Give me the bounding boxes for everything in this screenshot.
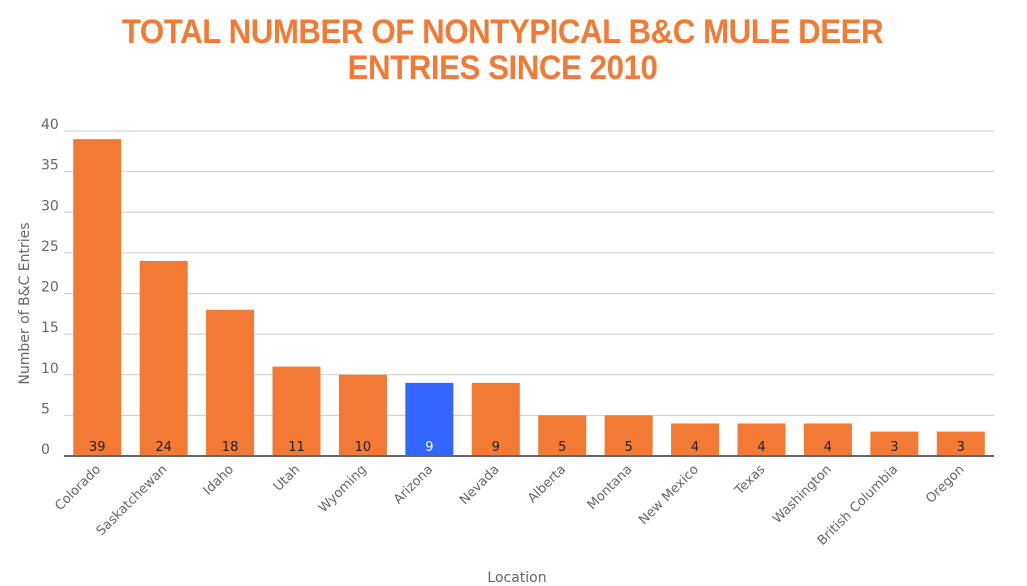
data-labels: 39 24 18 11 10 9 9 5 5 4 4 4 3 3 [89, 440, 965, 455]
x-tick-label: Arizona [391, 462, 436, 507]
x-tick-label: Idaho [201, 462, 237, 498]
chart-title: TOTAL NUMBER OF NONTYPICAL B&C MULE DEER… [121, 13, 884, 87]
x-tick-label: Utah [271, 462, 303, 494]
bars [73, 139, 985, 456]
x-tick-label: Colorado [52, 462, 104, 514]
x-tick-label: Oregon [923, 462, 967, 506]
bar-saskatchewan [139, 261, 188, 456]
bar-texas [737, 423, 786, 456]
gridlines [64, 130, 994, 416]
y-tick-label: 5 [41, 401, 50, 417]
data-label: 4 [824, 440, 832, 455]
bar-colorado [73, 139, 122, 456]
y-tick-label: 20 [41, 280, 59, 296]
data-label: 3 [957, 440, 965, 455]
data-label: 4 [691, 440, 699, 455]
data-label: 5 [558, 440, 566, 455]
data-label: 4 [757, 440, 765, 455]
x-tick-label: Nevada [457, 462, 503, 508]
bar-nevada [471, 382, 520, 456]
data-label: 39 [89, 440, 106, 455]
x-axis-title: Location [487, 570, 546, 586]
x-tick-label: Alberta [525, 462, 569, 506]
y-tick-label: 25 [41, 239, 59, 255]
data-label: 10 [355, 440, 372, 455]
bar-utah [272, 366, 321, 456]
data-label: 9 [492, 440, 500, 455]
x-tick-label: Texas [732, 462, 769, 499]
bar-idaho [206, 309, 255, 456]
data-label: 5 [625, 440, 633, 455]
x-tick-label: Montana [585, 462, 636, 513]
y-tick-label: 0 [41, 442, 50, 458]
bar-arizona [405, 382, 454, 456]
x-tick-label: Washington [770, 462, 835, 527]
bar-british-columbia [870, 431, 919, 456]
bar-montana [604, 415, 653, 456]
bar-alberta [538, 415, 587, 456]
data-label: 3 [890, 440, 898, 455]
y-axis-title: Number of B&C Entries [17, 222, 33, 384]
y-tick-label: 15 [41, 320, 59, 336]
data-label: 11 [288, 440, 305, 455]
bar-new-mexico [671, 423, 720, 456]
bar-washington [803, 423, 852, 456]
y-tick-label: 35 [41, 158, 59, 174]
y-tick-labels: 0 5 10 15 20 25 30 35 40 [41, 117, 59, 458]
x-tick-label: Wyoming [316, 462, 370, 516]
data-label: 24 [155, 440, 172, 455]
y-tick-label: 40 [41, 117, 59, 133]
y-tick-label: 10 [41, 361, 59, 377]
bar-oregon [936, 431, 985, 456]
bar-wyoming [338, 374, 387, 456]
y-tick-label: 30 [41, 198, 59, 214]
x-tick-label: New Mexico [636, 462, 702, 528]
data-label: 18 [222, 440, 239, 455]
x-tick-label: Saskatchewan [94, 462, 171, 539]
data-label: 9 [425, 440, 433, 455]
